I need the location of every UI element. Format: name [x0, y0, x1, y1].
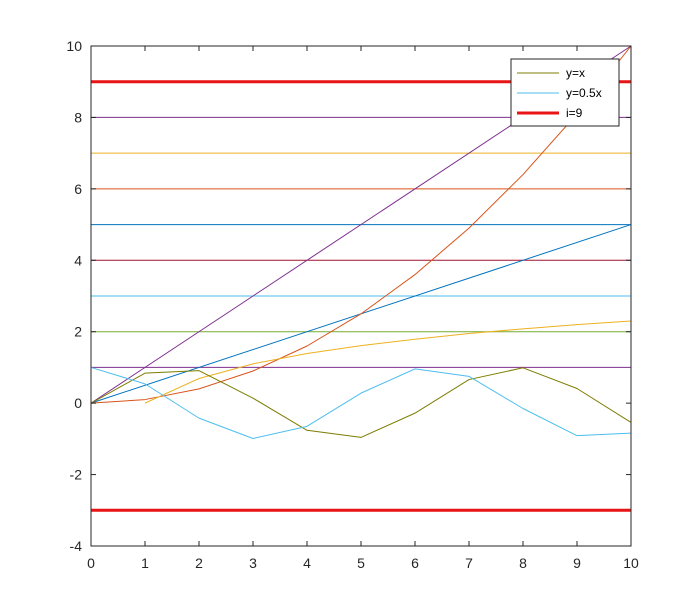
series-line-4 [144, 320, 632, 404]
y-tick-label: -4 [70, 538, 83, 554]
x-tick-label: 5 [357, 555, 365, 571]
legend: y=x y=0.5x i=9 [510, 58, 620, 127]
y-tick-labels: -4 -2 0 2 4 6 8 10 [66, 38, 82, 554]
x-tick-label: 9 [573, 555, 581, 571]
data-series [90, 45, 632, 439]
plot-axes: 0 1 2 3 4 5 6 7 8 9 10 -4 -2 0 2 4 6 8 10 [66, 38, 639, 571]
x-tick-label: 7 [465, 555, 473, 571]
x-tick-label: 4 [303, 555, 311, 571]
y-tick-label: 10 [66, 38, 82, 54]
legend-label-3: i=9 [566, 106, 583, 120]
y-tick-label: 6 [74, 181, 82, 197]
legend-label-1: y=x [566, 66, 585, 80]
y-tick-label: 8 [74, 109, 82, 125]
x-tick-label: 0 [87, 555, 95, 571]
y-tick-label: 2 [74, 324, 82, 340]
x-tick-label: 1 [141, 555, 149, 571]
x-tick-label: 2 [195, 555, 203, 571]
x-tick-label: 10 [623, 555, 639, 571]
x-tick-label: 3 [249, 555, 257, 571]
y-tick-label: 0 [74, 395, 82, 411]
y-tick-label: -2 [70, 467, 83, 483]
x-tick-label: 8 [519, 555, 527, 571]
x-tick-label: 6 [411, 555, 419, 571]
y-tick-label: 4 [74, 252, 82, 268]
legend-label-2: y=0.5x [566, 86, 602, 100]
x-tick-labels: 0 1 2 3 4 5 6 7 8 9 10 [87, 555, 639, 571]
series-line-6 [90, 366, 632, 439]
axis-ticks [90, 45, 632, 547]
series-line-3 [90, 45, 632, 404]
series-line-5 [90, 367, 632, 438]
